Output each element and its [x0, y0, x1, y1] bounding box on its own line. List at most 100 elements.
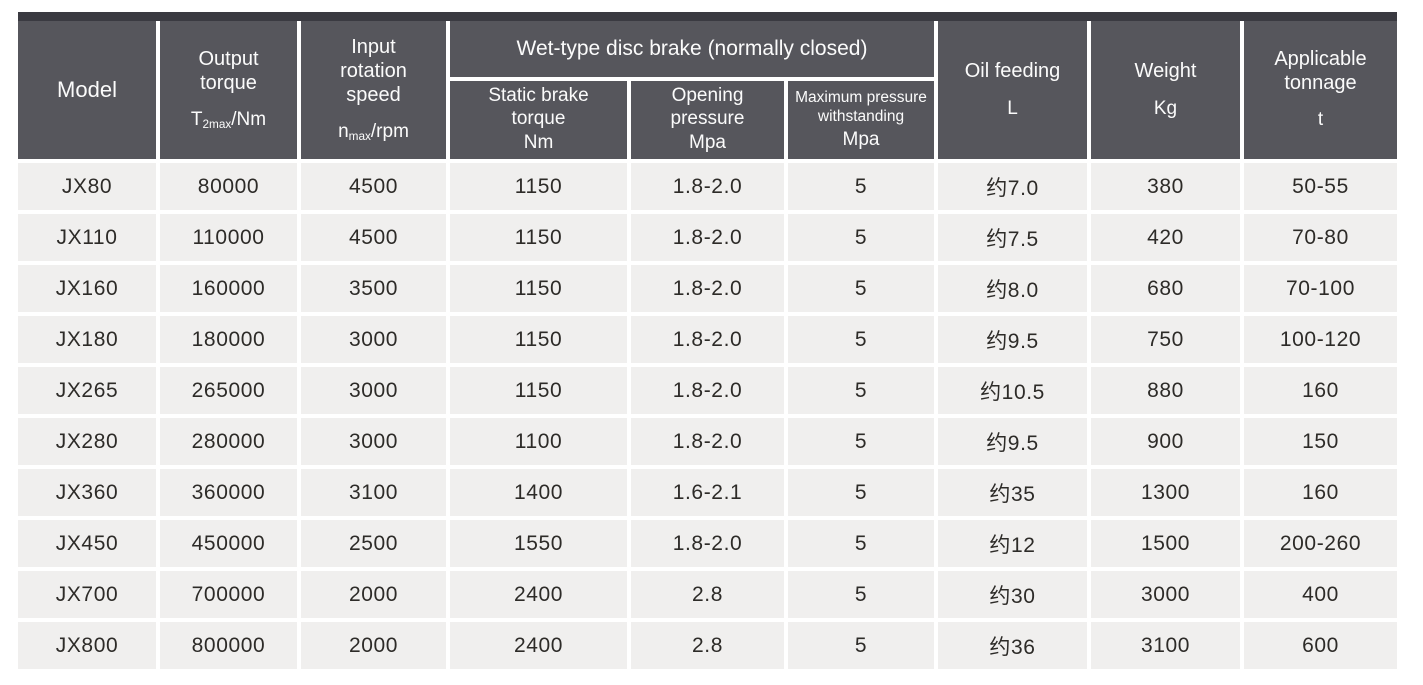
- cell-output-torque: 160000: [160, 265, 297, 312]
- cell-tonnage: 70-80: [1244, 214, 1397, 261]
- cell-static-brake-torque: 1550: [450, 520, 627, 567]
- cell-max-pressure: 5: [788, 520, 934, 567]
- cell-oil-feeding: 约7.0: [938, 163, 1087, 210]
- cell-tonnage: 100-120: [1244, 316, 1397, 363]
- cell-weight: 420: [1091, 214, 1240, 261]
- header-weight-unit: Kg: [1153, 97, 1178, 119]
- cell-static-brake-torque: 1150: [450, 265, 627, 312]
- header-tonnage-unit: t: [1317, 109, 1324, 131]
- header-max-pressure-label: Maximum pressure withstanding: [795, 88, 927, 125]
- cell-opening-pressure: 1.8-2.0: [631, 316, 784, 363]
- cell-input-speed: 3100: [301, 469, 446, 516]
- header-output-torque-label: Output torque: [198, 48, 259, 94]
- cell-max-pressure: 5: [788, 418, 934, 465]
- cell-static-brake-torque: 1100: [450, 418, 627, 465]
- cell-tonnage: 70-100: [1244, 265, 1397, 312]
- cell-weight: 1300: [1091, 469, 1240, 516]
- cell-oil-feeding: 约9.5: [938, 316, 1087, 363]
- cell-opening-pressure: 1.8-2.0: [631, 520, 784, 567]
- cell-static-brake-torque: 2400: [450, 622, 627, 669]
- cell-output-torque: 360000: [160, 469, 297, 516]
- cell-tonnage: 600: [1244, 622, 1397, 669]
- cell-weight: 750: [1091, 316, 1240, 363]
- header-tonnage: Applicable tonnage t: [1244, 21, 1397, 159]
- header-model-label: Model: [57, 77, 117, 103]
- cell-input-speed: 2000: [301, 622, 446, 669]
- cell-opening-pressure: 1.8-2.0: [631, 367, 784, 414]
- unit-subscript: max: [348, 129, 371, 143]
- cell-tonnage: 160: [1244, 469, 1397, 516]
- cell-input-speed: 3000: [301, 418, 446, 465]
- header-output-torque-unit: T2max/Nm: [191, 109, 266, 131]
- cell-static-brake-torque: 2400: [450, 571, 627, 618]
- cell-oil-feeding: 约30: [938, 571, 1087, 618]
- cell-oil-feeding: 约35: [938, 469, 1087, 516]
- header-brake-group: Wet-type disc brake (normally closed): [450, 21, 934, 77]
- cell-oil-feeding: 约10.5: [938, 367, 1087, 414]
- header-opening-pressure: Opening pressure Mpa: [631, 81, 784, 159]
- cell-weight: 680: [1091, 265, 1240, 312]
- cell-model: JX160: [18, 265, 156, 312]
- cell-model: JX700: [18, 571, 156, 618]
- cell-model: JX180: [18, 316, 156, 363]
- cell-weight: 900: [1091, 418, 1240, 465]
- cell-model: JX360: [18, 469, 156, 516]
- cell-tonnage: 150: [1244, 418, 1397, 465]
- cell-oil-feeding: 约7.5: [938, 214, 1087, 261]
- unit-rest: /rpm: [370, 121, 409, 143]
- cell-tonnage: 50-55: [1244, 163, 1397, 210]
- cell-max-pressure: 5: [788, 265, 934, 312]
- cell-input-speed: 4500: [301, 163, 446, 210]
- header-max-pressure-unit: Mpa: [842, 128, 880, 150]
- cell-weight: 1500: [1091, 520, 1240, 567]
- cell-weight: 380: [1091, 163, 1240, 210]
- cell-output-torque: 450000: [160, 520, 297, 567]
- cell-opening-pressure: 1.6-2.1: [631, 469, 784, 516]
- cell-oil-feeding: 约8.0: [938, 265, 1087, 312]
- header-max-pressure: Maximum pressure withstanding Mpa: [788, 81, 934, 159]
- unit-subscript: 2max: [202, 117, 232, 131]
- cell-max-pressure: 5: [788, 163, 934, 210]
- cell-max-pressure: 5: [788, 316, 934, 363]
- table-top-border: [18, 12, 1397, 21]
- cell-max-pressure: 5: [788, 469, 934, 516]
- cell-oil-feeding: 约9.5: [938, 418, 1087, 465]
- unit-rest: /Nm: [231, 109, 267, 131]
- cell-max-pressure: 5: [788, 571, 934, 618]
- cell-static-brake-torque: 1150: [450, 367, 627, 414]
- cell-output-torque: 280000: [160, 418, 297, 465]
- header-static-brake-label: Static brake torque: [488, 85, 589, 129]
- header-tonnage-label: Applicable tonnage: [1274, 48, 1367, 94]
- spec-table-grid: Model Output torque T2max/Nm Input rotat…: [18, 21, 1397, 669]
- cell-output-torque: 800000: [160, 622, 297, 669]
- cell-input-speed: 3000: [301, 367, 446, 414]
- cell-static-brake-torque: 1150: [450, 163, 627, 210]
- header-oil-feeding: Oil feeding L: [938, 21, 1087, 159]
- cell-input-speed: 3000: [301, 316, 446, 363]
- cell-model: JX80: [18, 163, 156, 210]
- header-weight-label: Weight: [1134, 60, 1197, 82]
- header-model: Model: [18, 21, 156, 159]
- unit-base: n: [338, 121, 349, 143]
- header-input-speed-label: Input rotation speed: [340, 36, 407, 106]
- header-input-speed: Input rotation speed nmax/rpm: [301, 21, 446, 159]
- header-static-brake-unit: Nm: [523, 132, 554, 154]
- cell-input-speed: 4500: [301, 214, 446, 261]
- cell-opening-pressure: 1.8-2.0: [631, 214, 784, 261]
- cell-model: JX800: [18, 622, 156, 669]
- cell-output-torque: 700000: [160, 571, 297, 618]
- header-opening-pressure-label: Opening pressure: [670, 85, 745, 129]
- cell-output-torque: 110000: [160, 214, 297, 261]
- cell-model: JX110: [18, 214, 156, 261]
- cell-opening-pressure: 1.8-2.0: [631, 265, 784, 312]
- header-output-torque: Output torque T2max/Nm: [160, 21, 297, 159]
- header-opening-pressure-unit: Mpa: [689, 132, 726, 154]
- cell-weight: 3100: [1091, 622, 1240, 669]
- header-static-brake-torque: Static brake torque Nm: [450, 81, 627, 159]
- cell-oil-feeding: 约36: [938, 622, 1087, 669]
- cell-opening-pressure: 2.8: [631, 571, 784, 618]
- cell-weight: 880: [1091, 367, 1240, 414]
- cell-oil-feeding: 约12: [938, 520, 1087, 567]
- cell-opening-pressure: 1.8-2.0: [631, 163, 784, 210]
- cell-input-speed: 2000: [301, 571, 446, 618]
